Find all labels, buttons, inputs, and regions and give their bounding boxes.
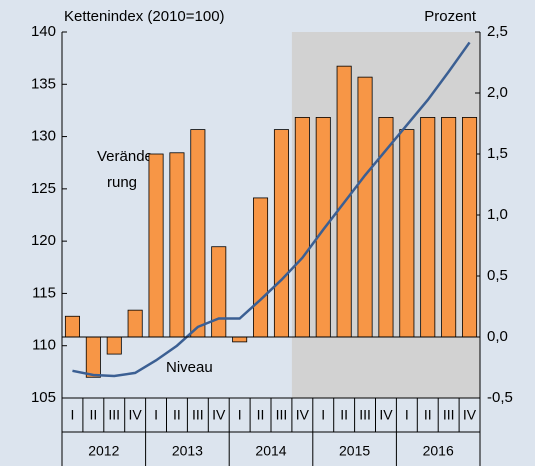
annotation: Verände-	[97, 148, 158, 165]
y-tick-label: 115	[32, 284, 56, 301]
y-axis-label: Kettenindex (2010=100)	[64, 8, 225, 25]
bar	[462, 117, 478, 338]
bar	[357, 76, 373, 338]
y2-tick-label: 1,0	[487, 206, 508, 223]
x-tick-label: I	[71, 407, 75, 423]
x-tick-label: IV	[296, 407, 310, 423]
annotation: Niveau	[166, 359, 213, 376]
y2-tick-label: 0,0	[487, 328, 508, 345]
bar	[253, 197, 269, 338]
bar	[85, 336, 101, 378]
y-tick-label: 125	[31, 180, 56, 197]
bar	[315, 117, 331, 338]
x-tick-label: II	[424, 407, 432, 423]
x-tick-label: III	[443, 407, 455, 423]
bar	[294, 117, 310, 338]
x-tick-label: III	[276, 407, 288, 423]
x-tick-label: I	[154, 407, 158, 423]
x-tick-label: III	[108, 407, 120, 423]
y2-tick-label: 1,5	[487, 145, 508, 162]
x-tick-label: III	[192, 407, 204, 423]
x-tick-label: II	[173, 407, 181, 423]
bar	[232, 336, 248, 343]
y-tick-label: 105	[31, 389, 56, 406]
x-group-label: 2014	[255, 443, 286, 459]
x-tick-label: III	[359, 407, 371, 423]
y2-axis-label: Prozent	[424, 8, 477, 25]
x-tick-label: IV	[463, 407, 477, 423]
y2-tick-label: 0,5	[487, 267, 508, 284]
bar	[190, 129, 206, 338]
y-tick-label: 140	[31, 23, 56, 40]
x-tick-label: II	[257, 407, 265, 423]
bar	[64, 315, 80, 338]
x-group-label: 2015	[339, 443, 370, 459]
x-tick-label: IV	[129, 407, 143, 423]
x-group-label: 2016	[423, 443, 454, 459]
x-tick-label: I	[321, 407, 325, 423]
y-tick-label: 120	[31, 232, 56, 249]
y-tick-label: 135	[31, 75, 56, 92]
bar	[273, 129, 289, 338]
annotation: rung	[107, 174, 137, 191]
x-group-label: 2013	[172, 443, 203, 459]
y2-tick-label: 2,5	[487, 23, 508, 40]
y2-tick-label: -0,5	[487, 389, 513, 406]
x-tick-label: I	[238, 407, 242, 423]
x-tick-label: II	[89, 407, 97, 423]
y2-tick-label: 2,0	[487, 84, 508, 101]
bar	[441, 117, 457, 338]
bar	[211, 246, 227, 338]
x-tick-label: IV	[212, 407, 226, 423]
x-tick-label: II	[340, 407, 348, 423]
bar	[399, 129, 415, 338]
bar	[420, 117, 436, 338]
bar	[169, 152, 185, 338]
bar	[127, 309, 143, 338]
x-tick-label: I	[405, 407, 409, 423]
x-tick-label: IV	[379, 407, 393, 423]
y-tick-label: 130	[31, 128, 56, 145]
bar	[106, 336, 122, 355]
line	[72, 41, 471, 378]
x-group-label: 2012	[88, 443, 119, 459]
bar	[148, 153, 164, 338]
y-tick-label: 110	[32, 337, 56, 354]
